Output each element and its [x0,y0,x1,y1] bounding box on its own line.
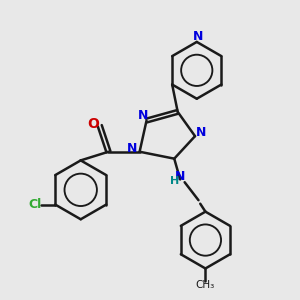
Text: N: N [127,142,137,155]
Text: CH₃: CH₃ [196,280,215,290]
Text: Cl: Cl [29,198,42,211]
Text: O: O [88,117,100,131]
Text: N: N [196,126,206,139]
Text: H: H [169,176,179,186]
Text: N: N [175,170,185,183]
Text: N: N [193,30,204,43]
Text: N: N [138,109,148,122]
